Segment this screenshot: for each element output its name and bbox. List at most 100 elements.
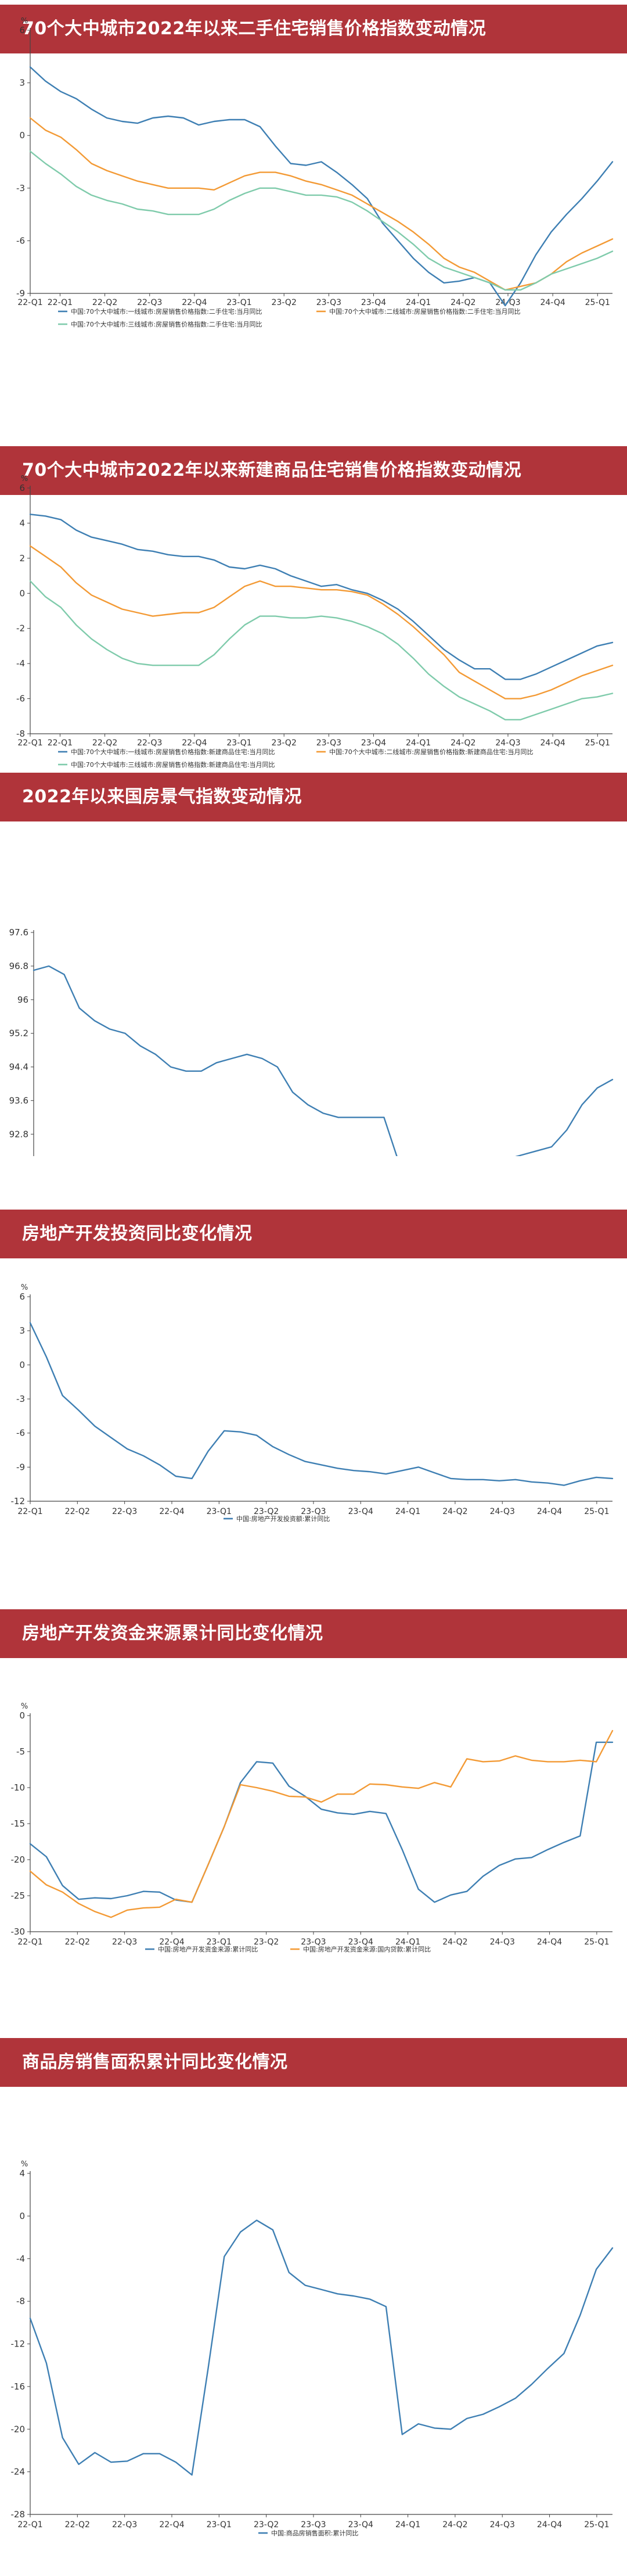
chart-section-6: 商品房销售面积累计同比变化情况% 4 0 -4 -8 -12 -16 -20 -24 -28 22-… [0, 2038, 627, 2576]
x-tick-label: 24-Q1 [406, 738, 431, 748]
x-tick-label: 22-Q4 [159, 2520, 184, 2530]
y-tick-label: -12 [11, 1496, 26, 1506]
y-tick-label: -5 [16, 1746, 25, 1757]
x-tick-label: 23-Q4 [361, 738, 386, 748]
x-tick-label: 24-Q2 [442, 1938, 467, 1947]
y-tick-label: 0 [19, 2211, 25, 2221]
x-tick-label: 25-Q1 [584, 1938, 609, 1947]
x-tick-label: 23-Q3 [316, 298, 341, 307]
y-tick-label: -10 [11, 1782, 26, 1793]
section-banner: 70个大中城市2022年以来二手住宅销售价格指数变动情况 [0, 5, 627, 53]
x-tick-label: 24-Q3 [490, 1938, 515, 1947]
x-tick-label: 22-Q4 [182, 738, 207, 748]
x-tick-label: 24-Q1 [395, 1938, 420, 1947]
y-tick-label: -20 [11, 1854, 26, 1865]
x-tick-label: 24-Q1 [406, 298, 431, 307]
chart-section-1: 70个大中城市2022年以来二手住宅销售价格指数变动情况% 6 3 0 -3 -6 -9 22… [0, 0, 627, 453]
x-tick-label: 24-Q3 [495, 738, 520, 748]
y-tick-label: 97.6 [9, 927, 28, 938]
chart-title: 70个大中城市2022年以来二手住宅销售价格指数变动情况 [22, 19, 487, 39]
x-tick-label: 22-Q1 [48, 298, 73, 307]
x-tick-label: 22-Q3 [112, 1938, 137, 1947]
series-line-2 [29, 545, 614, 699]
x-tick-label: 22-Q2 [65, 1507, 90, 1516]
series-line-1 [29, 1322, 614, 1486]
y-tick-label: 93.6 [9, 1095, 28, 1106]
line-chart: %630-3-6-922-Q1 22-Q1 22-Q2 22-Q3 22-Q4 23-Q1… [16, 17, 614, 328]
y-tick-label: -16 [11, 2381, 26, 2392]
section-banner: 2022年以来国房景气指数变动情况 [0, 773, 627, 821]
x-tick-label: 24-Q3 [490, 2520, 515, 2530]
x-tick-label: 23-Q2 [254, 1507, 279, 1516]
x-tick-label: 23-Q2 [254, 1938, 279, 1947]
legend-label: 中国:70个大中城市:二线城市:房屋销售价格指数:新建商品住宅:当月同比 [329, 748, 534, 756]
y-tick-label: 4 [19, 518, 25, 528]
y-tick-label: 96 [17, 995, 28, 1005]
x-tick-label: 24-Q1 [395, 2520, 420, 2530]
y-tick-label: -6 [16, 1428, 25, 1438]
x-tick-label: 25-Q1 [585, 298, 610, 307]
chart-section-2: 70个大中城市2022年以来新建商品住宅销售价格指数变动情况% 6 4 2 0 -2 -4 -… [0, 407, 627, 808]
x-tick-label: 22-Q3 [137, 298, 162, 307]
y-tick-label: 3 [19, 78, 25, 88]
x-tick-label: 22-Q1 [17, 738, 42, 748]
legend-label: 中国:70个大中城市:一线城市:房屋销售价格指数:二手住宅:当月同比 [71, 307, 262, 315]
x-tick-label: 23-Q2 [272, 298, 297, 307]
chart-title: 房地产开发投资同比变化情况 [22, 1224, 253, 1244]
y-unit-label: % [21, 2160, 28, 2169]
section-banner: 70个大中城市2022年以来新建商品住宅销售价格指数变动情况 [0, 446, 627, 495]
y-tick-label: 96.8 [9, 961, 28, 971]
series-line-1 [29, 2219, 614, 2476]
x-tick-label: 22-Q1 [48, 738, 73, 748]
x-tick-label: 24-Q3 [490, 1507, 515, 1516]
y-tick-label: -12 [11, 2339, 26, 2349]
x-tick-label: 22-Q1 [17, 298, 42, 307]
x-tick-label: 22-Q2 [92, 298, 117, 307]
series-line-3 [29, 150, 614, 291]
section-banner: 房地产开发资金来源累计同比变化情况 [0, 1609, 627, 1658]
legend-label: 中国:房地产开发资金来源:国内贷款:累计同比 [303, 1945, 431, 1953]
x-tick-label: 24-Q4 [537, 2520, 562, 2530]
y-tick-label: -8 [16, 2296, 25, 2306]
y-unit-label: % [21, 1702, 28, 1711]
series-line-2 [29, 117, 614, 291]
chart-section-3: 2022年以来国房景气指数变动情况 97.6 96.8 96 95.2 94.4 93.6 9… [0, 773, 627, 1156]
y-tick-label: 0 [19, 1710, 25, 1721]
x-tick-label: 23-Q1 [226, 738, 251, 748]
y-unit-label: % [21, 1283, 28, 1292]
x-tick-label: 22-Q2 [65, 2520, 90, 2530]
y-tick-label: -9 [16, 288, 25, 299]
y-tick-label: 94.4 [9, 1062, 28, 1072]
y-tick-label: 6 [19, 483, 25, 493]
y-tick-label: -6 [16, 235, 25, 246]
x-tick-label: 23-Q3 [301, 1938, 326, 1947]
x-tick-label: 24-Q2 [442, 1507, 467, 1516]
x-tick-label: 24-Q4 [537, 1938, 562, 1947]
legend-label: 中国:商品房销售面积:累计同比 [271, 2529, 358, 2537]
x-tick-label: 24-Q1 [395, 1507, 420, 1516]
x-tick-label: 23-Q4 [348, 2520, 373, 2530]
series-line-1 [33, 965, 614, 1156]
y-tick-label: -8 [16, 729, 25, 739]
chart-title: 2022年以来国房景气指数变动情况 [22, 787, 302, 807]
series-line-1 [29, 514, 614, 680]
y-tick-label: 4 [19, 2168, 25, 2179]
x-tick-label: 25-Q1 [584, 2520, 609, 2530]
x-tick-label: 24-Q2 [451, 298, 475, 307]
y-tick-label: -4 [16, 658, 25, 669]
y-tick-label: 92.8 [9, 1129, 28, 1139]
line-chart: 97.696.89695.294.493.692.89291.222-Q122-… [9, 927, 614, 1156]
x-tick-label: 22-Q1 [17, 1938, 42, 1947]
x-tick-label: 22-Q3 [137, 738, 162, 748]
x-tick-label: 23-Q1 [226, 298, 251, 307]
x-tick-label: 22-Q3 [112, 1507, 137, 1516]
y-tick-label: 0 [19, 1359, 25, 1370]
x-tick-label: 22-Q4 [159, 1938, 184, 1947]
x-tick-label: 22-Q3 [112, 2520, 137, 2530]
x-tick-label: 23-Q1 [207, 1938, 232, 1947]
x-tick-label: 22-Q4 [182, 298, 207, 307]
y-tick-label: -28 [11, 2509, 26, 2520]
